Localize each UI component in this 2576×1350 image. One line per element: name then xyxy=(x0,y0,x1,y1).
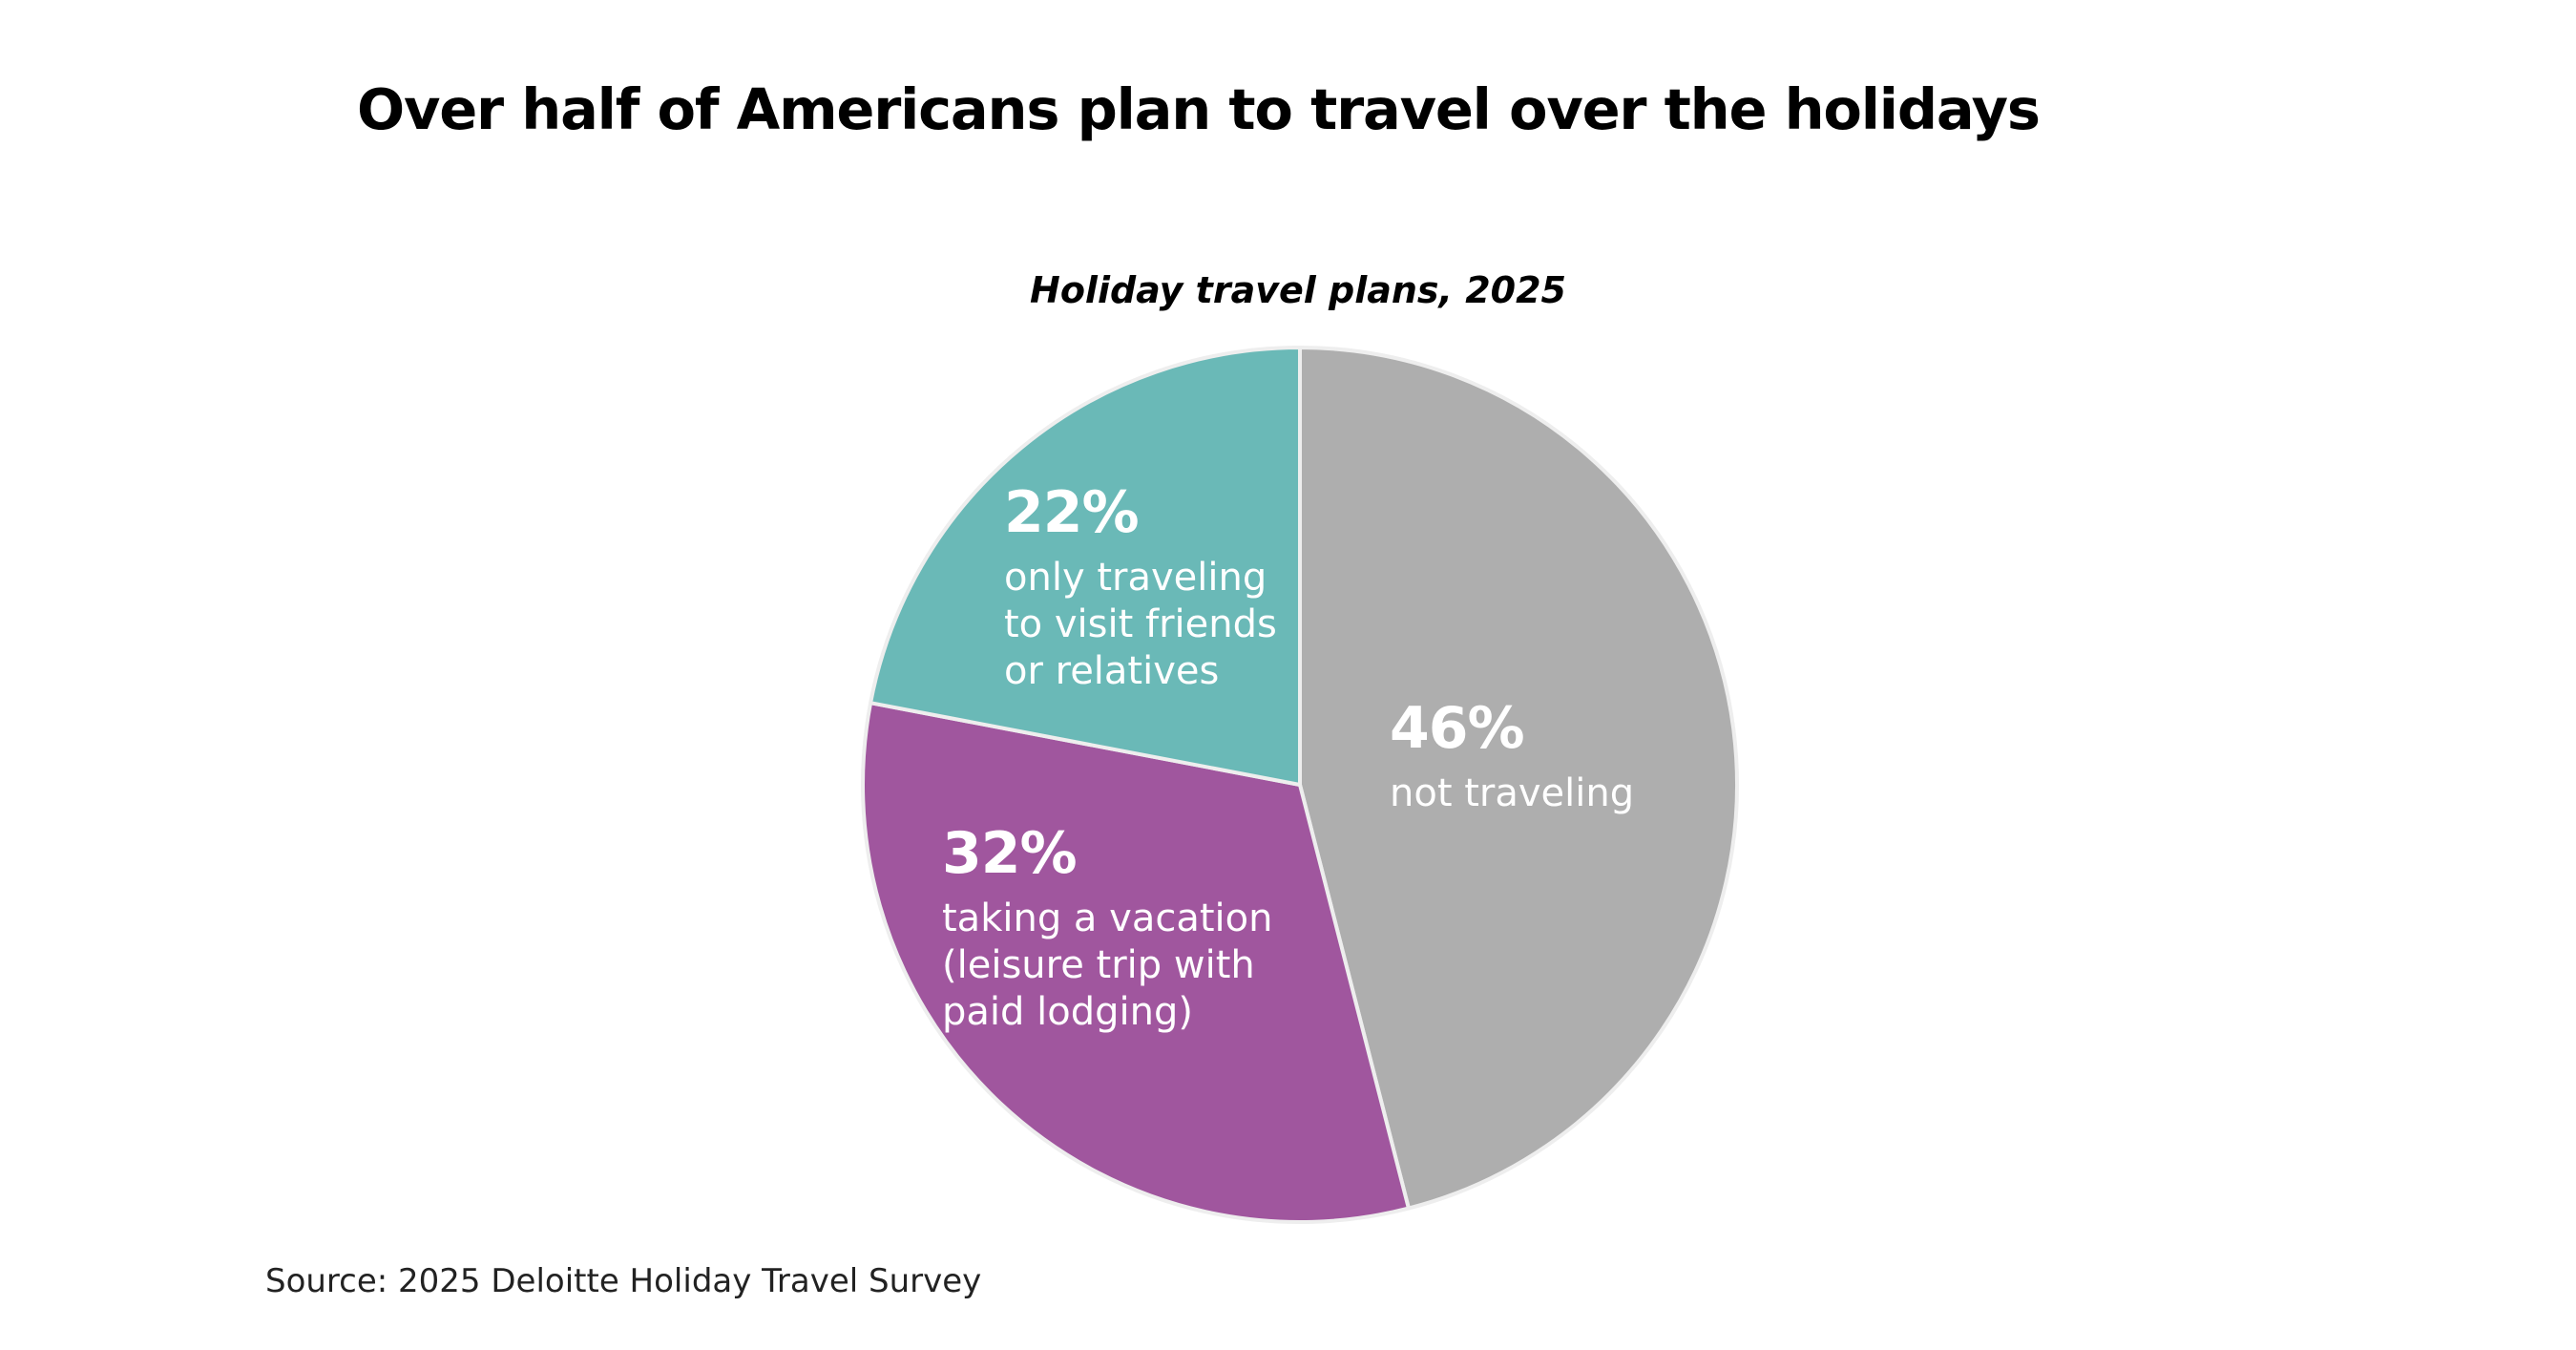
pie-slice-visit-friends xyxy=(869,346,1302,787)
pie-slice-vacation xyxy=(861,701,1411,1224)
slice-label-vacation: 32% taking a vacation (leisure trip with… xyxy=(942,825,1272,1036)
slice-description-not-traveling: not traveling xyxy=(1390,771,1635,815)
slice-percent-not-traveling: 46% xyxy=(1390,695,1525,762)
slice-description-vacation: taking a vacation (leisure trip with pai… xyxy=(942,896,1273,1034)
slice-percent-vacation: 32% xyxy=(942,820,1078,887)
source-note: Source: 2025 Deloitte Holiday Travel Sur… xyxy=(265,1262,982,1300)
chart-subtitle: Holiday travel plans, 2025 xyxy=(1030,269,1566,311)
slice-percent-visit-friends: 22% xyxy=(1004,479,1140,546)
pie-slice-not-traveling xyxy=(1298,346,1739,1211)
slice-description-visit-friends: only traveling to visit friends or relat… xyxy=(1004,556,1277,693)
slice-label-visit-friends: 22% only traveling to visit friends or r… xyxy=(1004,484,1277,695)
slice-label-not-traveling: 46% not traveling xyxy=(1390,700,1634,817)
chart-title: Over half of Americans plan to travel ov… xyxy=(357,76,2041,142)
